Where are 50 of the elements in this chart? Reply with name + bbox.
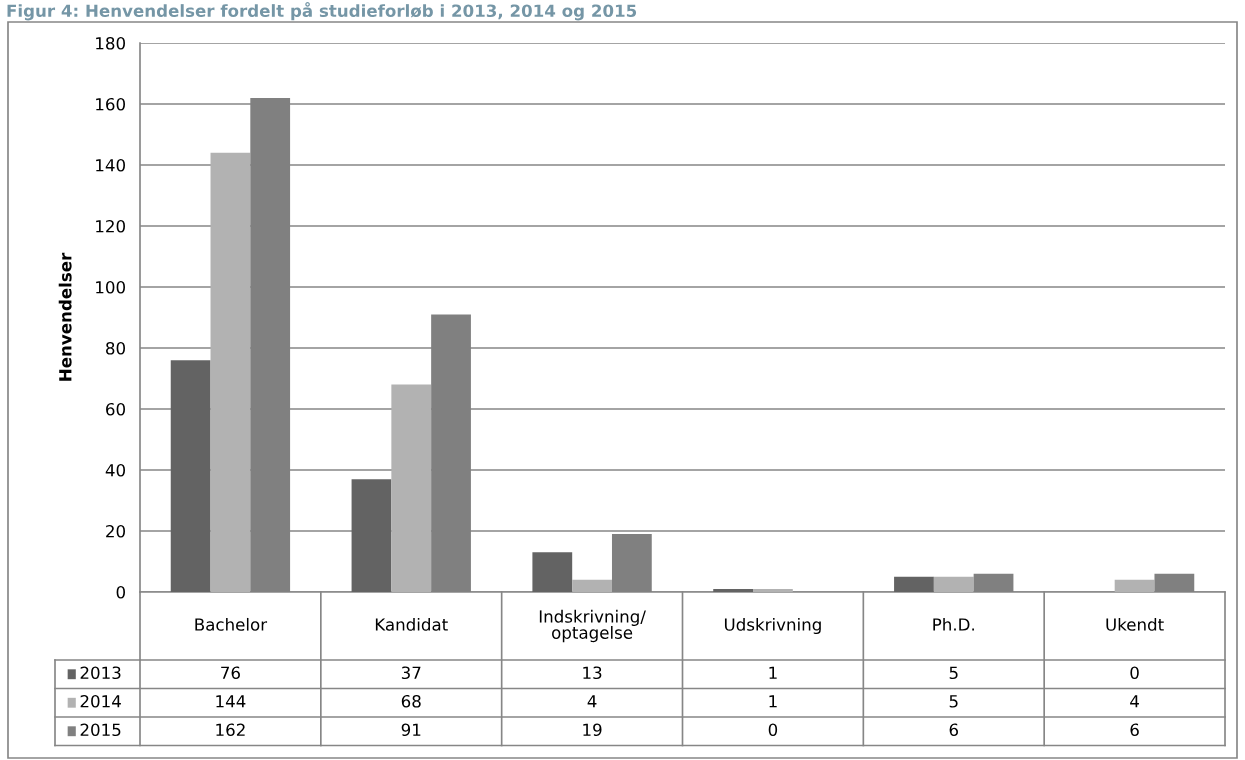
x-tick-label: Udskrivning (724, 617, 821, 635)
legend-label: 2013 (80, 666, 121, 680)
data-label: 4 (587, 695, 597, 708)
bar (1114, 579, 1155, 592)
bar (210, 152, 251, 592)
x-tick-label: Kandidat (375, 617, 448, 631)
x-tick-label: Indskrivning/ optagelse (539, 609, 646, 643)
data-label: 1 (769, 666, 777, 679)
data-label: 76 (221, 666, 240, 680)
data-label: 144 (216, 695, 246, 708)
data-label: 5 (949, 695, 958, 708)
bar (713, 588, 754, 592)
y-tick-label: 140 (96, 158, 125, 172)
y-tick-label: 0 (116, 585, 125, 599)
bar (894, 576, 934, 592)
data-label: 1 (769, 695, 777, 708)
x-tick-label: Bachelor (195, 617, 268, 631)
y-tick-label: 100 (96, 280, 125, 294)
data-label: 91 (401, 723, 421, 737)
data-label: 162 (216, 723, 245, 737)
data-label: 4 (1130, 695, 1139, 708)
bar (532, 552, 573, 592)
data-label: 37 (401, 666, 421, 680)
y-tick-label: 80 (106, 341, 125, 355)
y-axis-title: Henvendelser (58, 252, 72, 381)
data-label: 6 (949, 723, 958, 737)
bar (170, 360, 211, 592)
bar (753, 588, 793, 592)
x-tick-label: Ph.D. (933, 617, 974, 631)
chart-title: Figur 4: Henvendelser fordelt på studieforløb i 2013, 2014 og 2015 (7, 2, 637, 21)
legend-label: 2015 (80, 723, 121, 737)
bar (933, 576, 974, 592)
legend-label: 2014 (80, 694, 121, 708)
data-label: 13 (583, 666, 602, 680)
data-label: 68 (401, 694, 421, 708)
x-tick-label: Ukendt (1106, 617, 1164, 631)
data-label: 0 (768, 723, 778, 737)
data-label: 5 (949, 666, 958, 680)
y-tick-label: 160 (96, 97, 125, 111)
data-label: 6 (1130, 723, 1139, 737)
y-tick-label: 120 (96, 219, 125, 233)
y-tick-label: 60 (106, 402, 125, 416)
bar (391, 384, 432, 592)
data-label: 0 (1130, 666, 1139, 680)
y-tick-label: 180 (96, 36, 125, 50)
y-tick-label: 40 (105, 463, 125, 477)
bar (572, 579, 612, 592)
y-tick-label: 20 (106, 524, 125, 538)
bar (351, 479, 392, 592)
data-label: 19 (583, 723, 602, 737)
